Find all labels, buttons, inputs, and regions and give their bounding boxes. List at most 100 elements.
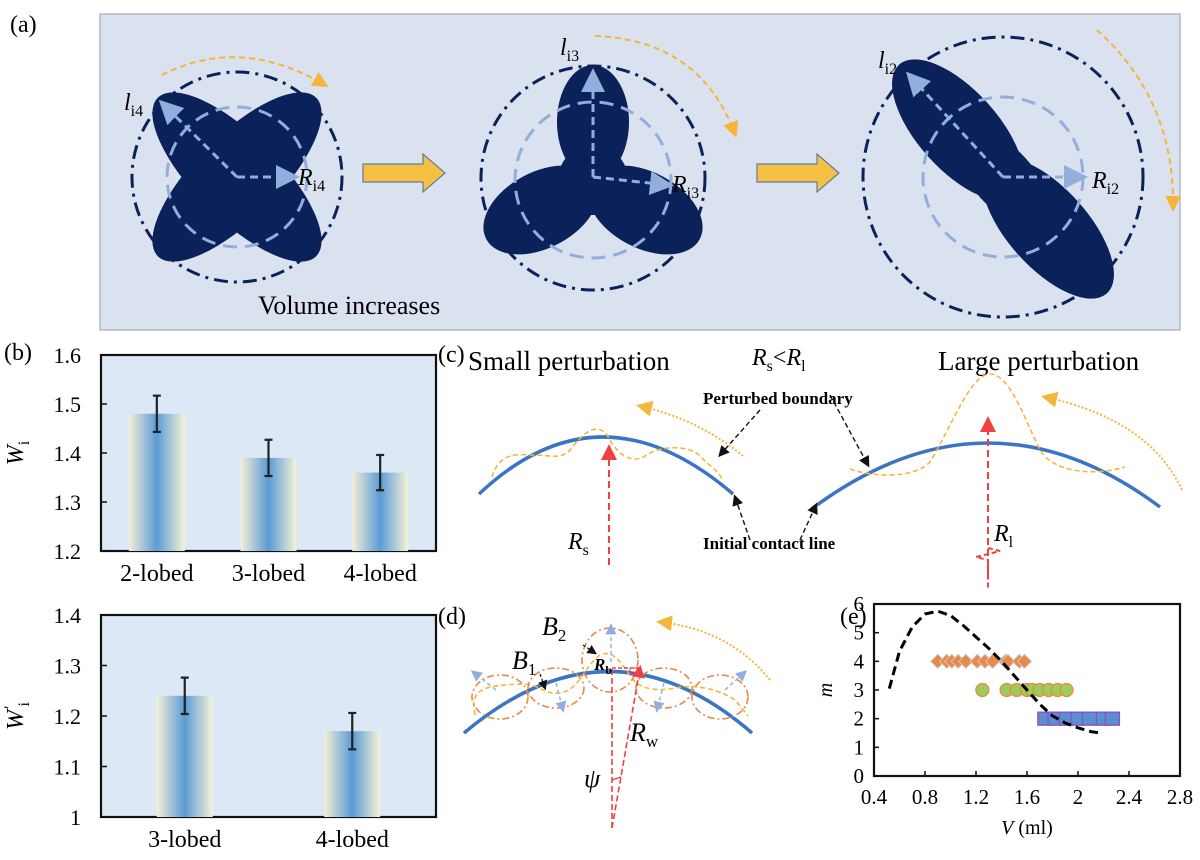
Rl-label: Rl (993, 521, 1014, 551)
initial-contact-line-label: Initial contact line (703, 534, 836, 553)
panel-d: (d) B2 B1 Rb Rw ψ (438, 604, 771, 829)
outer-circle (130, 70, 344, 284)
y-axis-label: m (815, 683, 837, 697)
two-lobed-shape: li2 Ri2 (861, 29, 1182, 319)
direction-arrows (470, 623, 748, 713)
large-perturbation-title: Large perturbation (938, 346, 1140, 376)
y-tick-label: 1.4 (54, 441, 82, 466)
y-tick-label: 6 (854, 592, 865, 616)
plot-area (99, 613, 438, 819)
y-tick-label: 1.3 (54, 490, 82, 515)
three-lobed-shape: li3 Ri3 (479, 35, 739, 292)
y-tick-label: 1 (70, 805, 81, 830)
circle-point (975, 682, 990, 698)
y-tick-label: 4 (854, 649, 865, 673)
l-i2-label: li2 (878, 48, 897, 78)
y-tick-label: 1.3 (54, 654, 82, 679)
x-tick-label: 0.4 (861, 785, 888, 809)
x-tick-label: 2 (1073, 785, 1084, 809)
y-tick-label: 1.5 (54, 392, 82, 417)
rotation-arrow-icon (656, 615, 771, 681)
B2-label: B2 (542, 612, 566, 645)
panel-d-label: (d) (438, 604, 466, 630)
x-axis-label: V (ml) (1001, 817, 1053, 839)
y-tick-label: 5 (854, 621, 865, 645)
x-tick-label: 3-lobed (148, 827, 221, 853)
R-i4-label: Ri4 (297, 165, 325, 195)
psi-label: ψ (584, 764, 601, 793)
y-tick-label: 1.4 (54, 603, 82, 628)
panel-e: (e) 0.4 0.8 1.2 1.6 2 2.4 2.8 0 1 2 3 4 5 6 V (ml) m (815, 592, 1193, 839)
panel-a-label: (a) (10, 12, 37, 38)
R-i2-label: Ri2 (1091, 168, 1119, 198)
volume-arrow-icon (362, 152, 446, 194)
diamond-point (958, 653, 974, 670)
bar (156, 695, 213, 817)
perturbed-boundary-large (849, 373, 1126, 476)
x-tick-label: 2-lobed (120, 561, 193, 587)
pointer-arrow-icon (799, 502, 818, 541)
boundary-curve (887, 609, 1102, 735)
volume-arrow-icon (756, 152, 840, 194)
initial-contact-line-large (815, 441, 1162, 509)
perturbed-boundary (473, 652, 749, 717)
x-tick-label: 4-lobed (316, 827, 389, 853)
x-tick-label: 4-lobed (344, 561, 417, 587)
pointer-arrow-icon (829, 394, 870, 468)
y-tick-label: 3 (854, 678, 865, 702)
perturbed-boundary-label: Perturbed boundary (703, 389, 853, 408)
l-i4-label: li4 (124, 90, 143, 120)
y-tick-label: 1 (854, 735, 865, 759)
y-axis-label: W'i (2, 702, 33, 730)
rotation-arrow-icon (1041, 391, 1183, 491)
panel-e-label: (e) (840, 604, 867, 630)
circle-point (1059, 682, 1074, 698)
y-tick-label: 0 (854, 764, 865, 788)
chart-e: 0.4 0.8 1.2 1.6 2 2.4 2.8 0 1 2 3 4 5 6 V (ml) m (815, 592, 1193, 839)
x-tick-label: 2.4 (1116, 785, 1143, 809)
Rw-label: Rw (629, 718, 659, 751)
chart-b-top: 1.2 1.3 1.4 1.5 1.6 2-lobed 3-lobed 4-lobed Wi (3, 343, 438, 587)
volume-increases-caption: Volume increases (258, 291, 440, 320)
panel-b: (b) 1.2 1.3 1.4 1.5 1.6 2-lobed 3-lobed 4-lobed… (2, 340, 438, 853)
four-lobed-shape: li4 Ri4 (124, 56, 344, 284)
y-tick-label: 1.6 (54, 343, 82, 368)
y-tick-label: 1.2 (54, 704, 82, 729)
y-tick-label: 1.2 (54, 539, 82, 564)
panel-b-label: (b) (4, 340, 32, 366)
rotation-arrow-icon (636, 400, 744, 457)
panel-c-label: (c) (438, 342, 465, 368)
small-perturbation-title: Small perturbation (468, 346, 670, 376)
panel-a: (a) li4 Ri4 (10, 12, 1182, 331)
rotation-arrow-icon (594, 35, 739, 138)
Rl-break (975, 547, 1001, 590)
square-point (1104, 711, 1121, 726)
initial-contact-line-small (477, 435, 735, 496)
R-i3-label: Ri3 (671, 172, 699, 202)
x-tick-label: 3-lobed (232, 561, 305, 587)
Rb-label: Rb (593, 655, 612, 677)
inner-circle (165, 105, 309, 249)
Rs-label: Rs (567, 529, 589, 559)
radius-relation: Rs<Rl (751, 345, 806, 375)
diamond-point (1016, 653, 1033, 670)
x-tick-label: 0.8 (912, 785, 938, 809)
B1-label: B1 (512, 646, 536, 679)
x-tick-label: 1.6 (1014, 785, 1040, 809)
y-axis-label: Wi (3, 440, 33, 465)
rotation-arrow-icon (1096, 29, 1182, 212)
Rw-arrow (611, 664, 645, 829)
x-tick-label: 1.2 (963, 785, 989, 809)
x-tick-label: 2.8 (1167, 785, 1193, 809)
bar (128, 413, 185, 551)
right-angle-mark (629, 667, 638, 676)
square-point (1081, 711, 1098, 726)
rotation-arrow-icon (161, 56, 329, 88)
y-tick-label: 2 (854, 707, 865, 731)
outer-circle (861, 35, 1145, 319)
angle-arc (611, 776, 622, 781)
y-tick-label: 1.1 (54, 755, 82, 780)
l-i3-label: li3 (560, 35, 579, 65)
panel-c: (c) Small perturbation Large perturbatio… (438, 342, 1183, 590)
